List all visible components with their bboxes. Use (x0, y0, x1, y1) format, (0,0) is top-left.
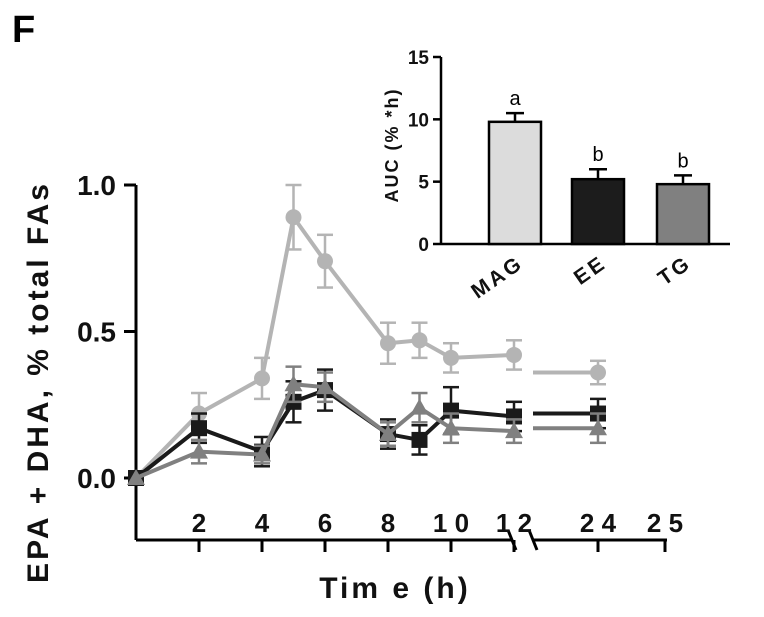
bar-category-label: TG (654, 251, 696, 290)
data-point (410, 398, 429, 415)
axis-break-mark (527, 529, 539, 551)
inset-y-tick-label: 0 (418, 235, 429, 256)
data-point (380, 335, 396, 352)
data-point (443, 349, 459, 366)
data-point (589, 419, 607, 436)
bar-tg (655, 182, 711, 246)
x-tick-label: 2 (192, 508, 206, 538)
data-point (253, 445, 271, 462)
main-x-axis-label: Tim e (h) (319, 572, 470, 605)
inset-y-tick-label: 10 (408, 110, 429, 131)
significance-letter: b (677, 150, 688, 172)
x-tick-label: 8 (381, 508, 395, 538)
inset-y-tick-label: 15 (408, 48, 430, 69)
data-point (505, 422, 523, 439)
y-tick-label: 0.5 (77, 317, 116, 348)
bar-mag (487, 120, 543, 246)
x-tick-label: 2 5 (647, 508, 683, 538)
y-tick-label: 0.0 (77, 463, 116, 494)
data-point (506, 346, 522, 363)
inset-y-tick-label: 5 (418, 173, 429, 194)
x-tick-label: 1 0 (433, 508, 469, 538)
inset-bar-chart: AUC (% *h) 0 5 10 15 a MAG b EE b TG (382, 48, 730, 303)
data-point (254, 370, 270, 387)
panel-label: F (12, 9, 35, 51)
bar-category-label: EE (570, 251, 611, 289)
data-point (317, 253, 333, 270)
main-line-chart: EPA + DHA, % total FAs Tim e (h) 0.0 0.5 1… (22, 170, 683, 605)
data-point (590, 364, 606, 381)
data-point (284, 375, 303, 392)
x-tick-label: 4 (255, 508, 270, 538)
bar-category-label: MAG (467, 251, 528, 303)
x-tick-label: 1 2 (496, 508, 532, 538)
x-tick-label: 2 4 (580, 508, 617, 538)
data-point (442, 419, 460, 436)
data-point (191, 420, 207, 437)
x-tick-label: 6 (318, 508, 332, 538)
series-2 (127, 365, 607, 485)
data-point (285, 209, 302, 226)
data-point (379, 425, 397, 442)
significance-letter: a (509, 88, 521, 110)
data-point (316, 378, 334, 395)
series-0 (128, 183, 606, 486)
bar-ee (570, 177, 626, 246)
main-y-axis-label: EPA + DHA, % total FAs (22, 181, 55, 583)
inset-y-axis-label: AUC (% *h) (382, 88, 402, 203)
data-point (127, 469, 145, 485)
data-point (190, 442, 208, 459)
significance-letter: b (592, 144, 603, 166)
data-point (411, 332, 428, 349)
data-point (411, 431, 428, 448)
y-tick-label: 1.0 (77, 170, 116, 201)
